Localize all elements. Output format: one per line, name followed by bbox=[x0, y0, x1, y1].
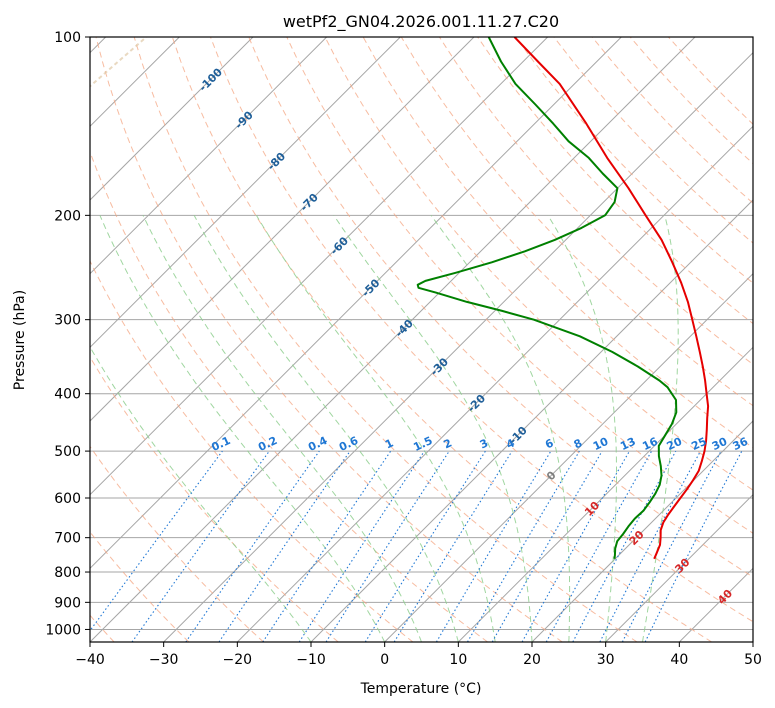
isotherm-line bbox=[90, 37, 328, 275]
mixing-ratio-line bbox=[131, 450, 270, 642]
mixing-ratio-line bbox=[298, 450, 425, 642]
dewpoint-line bbox=[416, 37, 678, 559]
axis-layer: −40 −30 −20 −10 0 10 20 30 40 50 100 200 300 400 500 60… bbox=[45, 30, 762, 668]
x-tick-label: 10 bbox=[449, 652, 467, 668]
mixing-ratio-label: 10 bbox=[591, 435, 611, 453]
dry-adiabat bbox=[95, 37, 563, 642]
moist-adiabat bbox=[99, 215, 386, 642]
mixing-ratio-line bbox=[572, 450, 677, 642]
dry-adiabat bbox=[171, 37, 712, 642]
x-tick-label: 20 bbox=[523, 652, 541, 668]
x-tick-label: 0 bbox=[380, 652, 389, 668]
mixing-ratio-label: 30 bbox=[710, 435, 730, 453]
y-axis-label: Pressure (hPa) bbox=[12, 290, 28, 390]
mixing-ratio-label: 16 bbox=[640, 435, 660, 453]
dry-adiabat bbox=[90, 259, 414, 642]
x-tick-label: −10 bbox=[296, 652, 326, 668]
x-axis-label: Temperature (°C) bbox=[360, 681, 482, 697]
isotherm-line bbox=[90, 37, 254, 201]
x-tick-label: 40 bbox=[670, 652, 688, 668]
temperature-line bbox=[513, 37, 710, 560]
mixing-ratio-label: 13 bbox=[618, 435, 637, 453]
mixing-ratio-line bbox=[521, 450, 630, 642]
y-tick-label: 100 bbox=[54, 30, 81, 46]
isotherm-line bbox=[90, 37, 622, 570]
y-tick-label: 500 bbox=[54, 444, 81, 460]
dry-adiabat bbox=[248, 37, 753, 578]
x-tick-label: −30 bbox=[149, 652, 179, 668]
isotherm-line bbox=[90, 37, 401, 349]
isotherm-line bbox=[384, 272, 753, 642]
dry-adiabat bbox=[515, 37, 753, 284]
moist-adiabat bbox=[642, 215, 679, 642]
moist-adiabat bbox=[430, 215, 571, 642]
mixing-ratio-label: 25 bbox=[689, 435, 708, 453]
isotherm-line bbox=[236, 125, 753, 642]
moist-adiabat bbox=[90, 345, 312, 642]
y-tick-label: 700 bbox=[54, 531, 81, 547]
mixing-ratio-line bbox=[90, 450, 223, 632]
moist-adiabat bbox=[142, 215, 422, 642]
x-tick-label: −20 bbox=[223, 652, 253, 668]
series-layer bbox=[416, 37, 710, 560]
dry-adiabat bbox=[286, 37, 753, 534]
y-tick-label: 400 bbox=[54, 387, 81, 403]
dry-adiabat bbox=[90, 445, 264, 642]
dry-adiabat bbox=[324, 37, 753, 491]
moist-adiabat bbox=[193, 215, 459, 642]
isotherm-line bbox=[605, 493, 753, 642]
mixing-ratio-line bbox=[545, 450, 653, 642]
plot-frame bbox=[89, 36, 754, 643]
x-tick-label: 50 bbox=[744, 652, 762, 668]
mixing-ratio-line bbox=[325, 450, 450, 642]
isotherm-line bbox=[163, 51, 753, 642]
dry-adiabat bbox=[90, 356, 339, 642]
isotherm-line bbox=[457, 346, 753, 642]
mixing-ratio-line bbox=[262, 450, 392, 642]
moist-adiabat bbox=[547, 215, 617, 642]
mixing-ratio-line bbox=[185, 450, 320, 642]
y-tick-label: 300 bbox=[54, 313, 81, 329]
x-tick-label: 30 bbox=[597, 652, 615, 668]
y-tick-label: 600 bbox=[54, 491, 81, 507]
isotherm-line bbox=[531, 420, 753, 642]
x-tick-label: −40 bbox=[75, 652, 105, 668]
y-tick-label: 800 bbox=[54, 565, 81, 581]
dry-adiabat bbox=[133, 37, 638, 642]
mixing-ratio-line bbox=[218, 450, 351, 642]
dry-adiabat bbox=[210, 37, 753, 623]
y-tick-label: 900 bbox=[54, 595, 81, 611]
y-tick-label: 1000 bbox=[45, 622, 81, 638]
isotherm-line bbox=[90, 37, 475, 422]
mixing-ratio-line bbox=[644, 450, 743, 642]
mixing-ratio-line bbox=[393, 450, 513, 642]
isotherm-line bbox=[90, 37, 549, 496]
mixing-ratio-label: 20 bbox=[665, 435, 685, 453]
chart-title: wetPf2_GN04.2026.001.11.27.C20 bbox=[283, 12, 559, 32]
moist-adiabat bbox=[333, 215, 533, 642]
mixing-ratio-label: 36 bbox=[731, 435, 751, 453]
y-tick-label: 200 bbox=[54, 208, 81, 224]
